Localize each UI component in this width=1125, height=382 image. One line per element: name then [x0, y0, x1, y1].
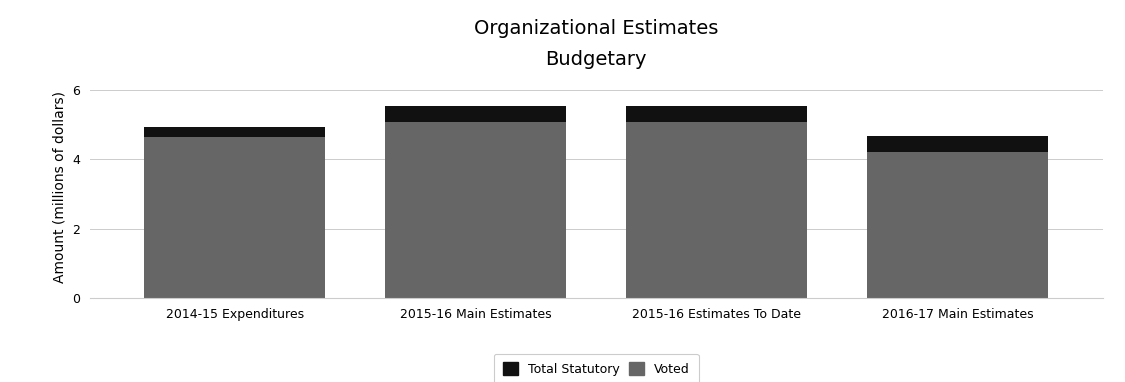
Bar: [144, 137, 325, 298]
Bar: [867, 152, 1048, 298]
Bar: [627, 106, 808, 122]
Y-axis label: Amount (millions of dollars): Amount (millions of dollars): [53, 91, 66, 283]
Bar: [144, 126, 325, 137]
Bar: [867, 136, 1048, 152]
Bar: [385, 122, 566, 298]
Bar: [627, 122, 808, 298]
Bar: [385, 106, 566, 122]
Title: Organizational Estimates
Budgetary: Organizational Estimates Budgetary: [474, 19, 719, 69]
Legend: Total Statutory, Voted: Total Statutory, Voted: [494, 354, 699, 382]
